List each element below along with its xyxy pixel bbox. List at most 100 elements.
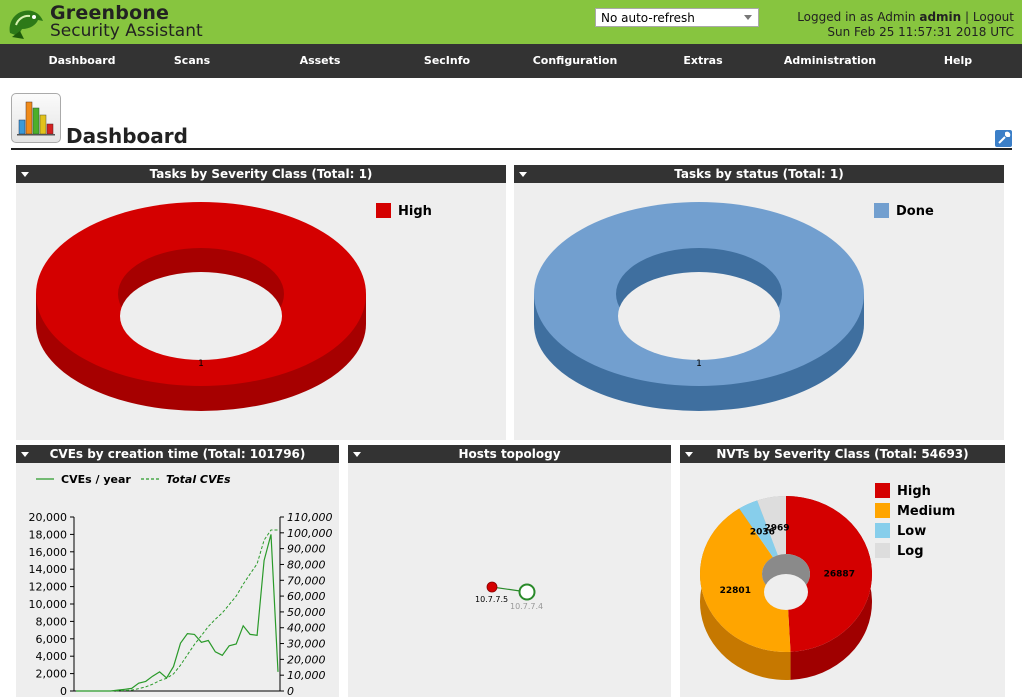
legend-label-total-cves: Total CVEs — [166, 473, 231, 486]
separator: | — [965, 10, 970, 24]
menu-configuration[interactable]: Configuration — [532, 54, 618, 67]
host-node-2[interactable] — [518, 583, 536, 601]
brand-subtitle: Security Assistant — [50, 21, 203, 41]
collapse-icon[interactable] — [353, 452, 361, 457]
donut-hole — [618, 272, 780, 360]
panel-header: Tasks by Severity Class (Total: 1) — [16, 165, 506, 183]
hosts-topology-graph: 10.7.7.5 10.7.7.4 — [475, 581, 543, 611]
panel-nvts-severity: NVTs by Severity Class (Total: 54693) 26… — [680, 445, 1005, 697]
right-tick-label: 50,000 — [287, 606, 326, 619]
right-tick-label: 70,000 — [287, 574, 326, 587]
left-tick-label: 18,000 — [29, 528, 68, 541]
legend-label-cves-year: CVEs / year — [61, 473, 131, 486]
username-link[interactable]: admin — [919, 10, 962, 24]
donut-tops — [700, 496, 872, 652]
legend-label-high: High — [398, 204, 432, 219]
left-tick-label: 4,000 — [36, 650, 68, 663]
main-menu: Dashboard Scans Assets SecInfo Configura… — [0, 44, 1022, 78]
legend-label-done: Done — [896, 204, 934, 219]
title-divider — [11, 148, 1012, 150]
page-title: Dashboard — [66, 124, 188, 148]
greenbone-logo-icon — [9, 10, 43, 39]
menu-dashboard[interactable]: Dashboard — [48, 54, 116, 67]
right-tick-label: 40,000 — [287, 622, 326, 635]
panel-header: CVEs by creation time (Total: 101796) — [16, 445, 339, 463]
left-tick-label: 16,000 — [29, 546, 68, 559]
right-tick-label: 90,000 — [287, 543, 326, 556]
right-tick-label: 0 — [287, 685, 294, 697]
legend-swatch-low — [875, 523, 890, 538]
left-tick-label: 10,000 — [29, 598, 68, 611]
logged-in-prefix: Logged in as — [797, 10, 874, 24]
dashboard-icon — [11, 93, 61, 143]
donut-slice-high[interactable] — [786, 496, 872, 652]
left-tick-label: 8,000 — [36, 615, 68, 628]
menu-help[interactable]: Help — [943, 54, 973, 67]
tasks-severity-donut-chart: 1 High — [36, 202, 432, 411]
left-tick-label: 12,000 — [29, 581, 68, 594]
slice-value-label: 26887 — [824, 570, 855, 580]
panel-header: Tasks by status (Total: 1) — [514, 165, 1004, 183]
panel-title: CVEs by creation time (Total: 101796) — [49, 447, 306, 461]
menu-secinfo[interactable]: SecInfo — [423, 54, 471, 67]
series-cves-per-year — [76, 534, 279, 692]
right-tick-label: 100,000 — [287, 527, 333, 540]
panel-cves: CVEs by creation time (Total: 101796) CV… — [16, 445, 339, 697]
legend-swatch-high — [376, 203, 391, 218]
series-total-cves — [76, 529, 278, 692]
datetime: Sun Feb 25 11:57:31 2018 UTC — [827, 25, 1014, 39]
donut-slice-medium[interactable] — [700, 508, 791, 652]
cves-line-chart: CVEs / year Total CVEs 20,000 18,000 16,00… — [29, 473, 333, 697]
panel-title: Tasks by Severity Class (Total: 1) — [149, 167, 373, 181]
right-tick-label: 110,000 — [287, 511, 333, 524]
left-tick-label: 6,000 — [36, 633, 68, 646]
host-label-1: 10.7.7.5 — [475, 595, 508, 604]
menu-scans[interactable]: Scans — [173, 54, 211, 67]
collapse-icon[interactable] — [21, 452, 29, 457]
user-role: Admin — [877, 10, 916, 24]
wrench-icon — [998, 131, 1011, 144]
brand-name: Greenbone — [50, 2, 170, 24]
legend-label-high: High — [897, 484, 931, 499]
slice-value-label: 1 — [696, 359, 702, 369]
slice-value-label: 1 — [198, 359, 204, 369]
legend-swatch-log — [875, 543, 890, 558]
chevron-down-icon — [744, 15, 752, 20]
right-ticks: 110,000 100,000 90,000 80,000 70,000 60,000 50… — [280, 511, 333, 697]
legend-swatch-done — [874, 203, 889, 218]
left-tick-label: 20,000 — [29, 511, 68, 524]
menu-administration[interactable]: Administration — [783, 54, 877, 67]
left-tick-label: 0 — [60, 685, 67, 697]
host-node-1[interactable] — [486, 581, 498, 593]
legend-label-low: Low — [897, 524, 926, 539]
right-tick-label: 30,000 — [287, 638, 326, 651]
donut-hole — [764, 574, 808, 610]
menu-extras[interactable]: Extras — [683, 54, 723, 67]
left-tick-label: 14,000 — [29, 563, 68, 576]
legend-label-medium: Medium — [897, 504, 955, 519]
slice-value-label: 2969 — [764, 523, 789, 533]
panel-header: Hosts topology — [348, 445, 671, 463]
right-tick-label: 20,000 — [287, 653, 326, 666]
menu-assets[interactable]: Assets — [299, 54, 341, 67]
panel-hosts-topology: Hosts topology 10.7.7.5 10.7.7.4 — [348, 445, 671, 697]
edit-dashboard-button[interactable] — [995, 130, 1012, 147]
panel-tasks-status: Tasks by status (Total: 1) 1 Done — [514, 165, 1004, 440]
left-tick-label: 2,000 — [36, 668, 68, 681]
donut-slice-log[interactable] — [757, 496, 786, 556]
slice-value-label: 2036 — [750, 528, 775, 538]
auto-refresh-select[interactable]: No auto-refresh — [595, 8, 759, 27]
collapse-icon[interactable] — [685, 452, 693, 457]
logout-link[interactable]: Logout — [972, 10, 1014, 24]
panel-title: Hosts topology — [458, 447, 561, 461]
legend-swatch-high — [875, 483, 890, 498]
panel-header: NVTs by Severity Class (Total: 54693) — [680, 445, 1005, 463]
right-tick-label: 60,000 — [287, 590, 326, 603]
donut-side-medium — [700, 508, 791, 680]
host-label-2: 10.7.7.4 — [510, 602, 543, 611]
collapse-icon[interactable] — [519, 172, 527, 177]
right-tick-label: 80,000 — [287, 558, 326, 571]
donut-slice-low[interactable] — [739, 500, 778, 558]
collapse-icon[interactable] — [21, 172, 29, 177]
